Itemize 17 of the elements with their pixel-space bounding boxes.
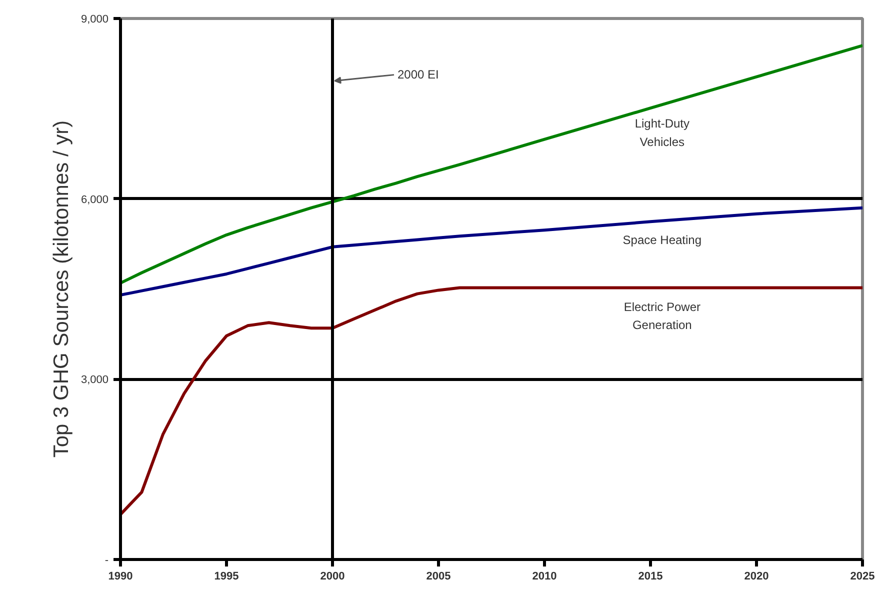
x-tick-label: 2015	[638, 570, 663, 582]
x-tick-label: 2005	[426, 570, 451, 582]
series-label: Electric Power Generation	[624, 300, 701, 332]
y-tick-label: 9,000	[80, 14, 109, 26]
x-tick-label: 2010	[532, 570, 557, 582]
x-tick-label: 1990	[108, 570, 133, 582]
series-label: Light-Duty Vehicles	[634, 116, 690, 149]
series-label: Space Heating	[622, 232, 702, 247]
y-tick-label: 6,000	[80, 194, 109, 206]
x-tick-label: 2025	[850, 570, 875, 582]
x-tick-label: 2000	[320, 570, 345, 582]
y-axis-title: Top 3 GHG Sources (kilotonnes / yr)	[50, 120, 73, 458]
y-tick-label: 3,000	[80, 374, 109, 386]
ref-line-label: 2000 EI	[398, 68, 439, 82]
y-tick-label: -	[104, 554, 109, 566]
x-tick-label: 2020	[744, 570, 769, 582]
x-tick-label: 1995	[214, 570, 239, 582]
